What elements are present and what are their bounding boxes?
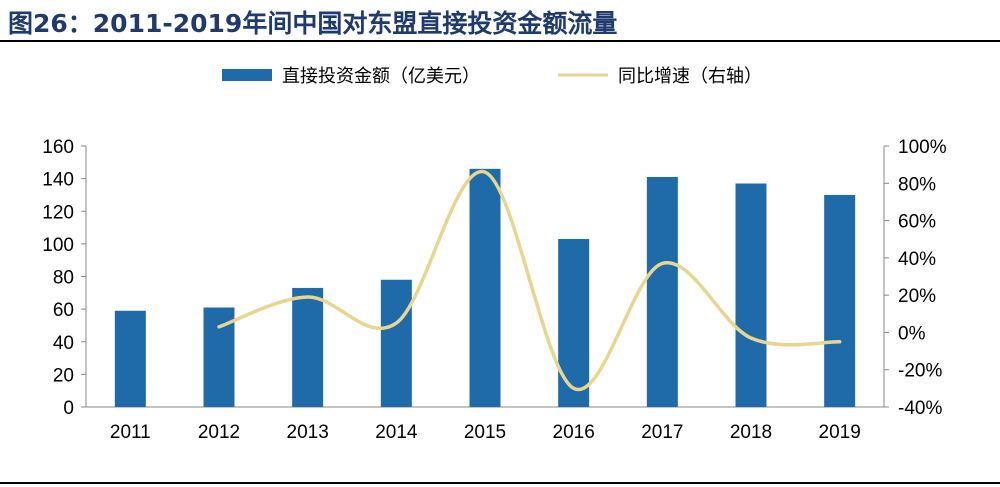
bar-2013 — [292, 287, 324, 407]
x-tick-label: 2011 — [110, 422, 151, 443]
left-tick-label: 60 — [53, 300, 74, 321]
growth-line-path — [217, 170, 842, 392]
left-tick-label: 0 — [63, 398, 74, 419]
right-tick-label: 100% — [898, 137, 947, 158]
x-tick-label: 2014 — [375, 422, 418, 443]
right-tick-label: -20% — [898, 361, 942, 382]
legend-label-growth: 同比增速（右轴） — [618, 66, 762, 87]
right-tick-label: 60% — [898, 212, 936, 233]
left-tick-label: 80 — [53, 268, 74, 289]
legend: 直接投资金额（亿美元） 同比增速（右轴） — [222, 66, 762, 87]
bars — [114, 168, 856, 407]
left-tick-label: 20 — [53, 365, 74, 386]
bar-2014 — [380, 279, 412, 407]
left-tick-label: 160 — [42, 137, 74, 158]
x-tick-label: 2015 — [464, 422, 506, 443]
bar-2011 — [114, 310, 146, 407]
right-tick-label: 0% — [898, 323, 926, 344]
right-tick-label: -40% — [898, 398, 942, 419]
right-tick-label: 40% — [898, 249, 936, 270]
left-tick-label: 100 — [42, 235, 74, 256]
x-tick-label: 2017 — [641, 422, 683, 443]
legend-label-investment: 直接投资金额（亿美元） — [282, 66, 480, 87]
bar-2018 — [735, 183, 767, 407]
x-tick-label: 2013 — [287, 422, 329, 443]
right-tick-label: 80% — [898, 174, 936, 195]
x-tick-label: 2012 — [198, 422, 240, 443]
bar-2016 — [558, 238, 590, 407]
bar-2015 — [469, 168, 501, 407]
left-tick-label: 140 — [42, 170, 74, 191]
figure-title: 图26：2011-2019年间中国对东盟直接投资金额流量 — [8, 9, 618, 38]
legend-swatch-investment — [222, 69, 272, 81]
tick-labels: 0 20 40 60 80 100 120 140 160 -40% -20% 0% 20% 40% 60%… — [42, 137, 946, 443]
growth-line — [217, 170, 842, 392]
x-tick-label: 2016 — [553, 422, 595, 443]
left-tick-label: 120 — [42, 202, 74, 223]
bar-2017 — [646, 176, 678, 407]
bar-2019 — [824, 194, 856, 407]
title-divider — [0, 40, 1000, 42]
right-tick-label: 20% — [898, 286, 936, 307]
left-tick-label: 40 — [53, 333, 74, 354]
bottom-divider — [0, 482, 1000, 484]
x-tick-label: 2019 — [819, 422, 861, 443]
x-tick-label: 2018 — [730, 422, 772, 443]
